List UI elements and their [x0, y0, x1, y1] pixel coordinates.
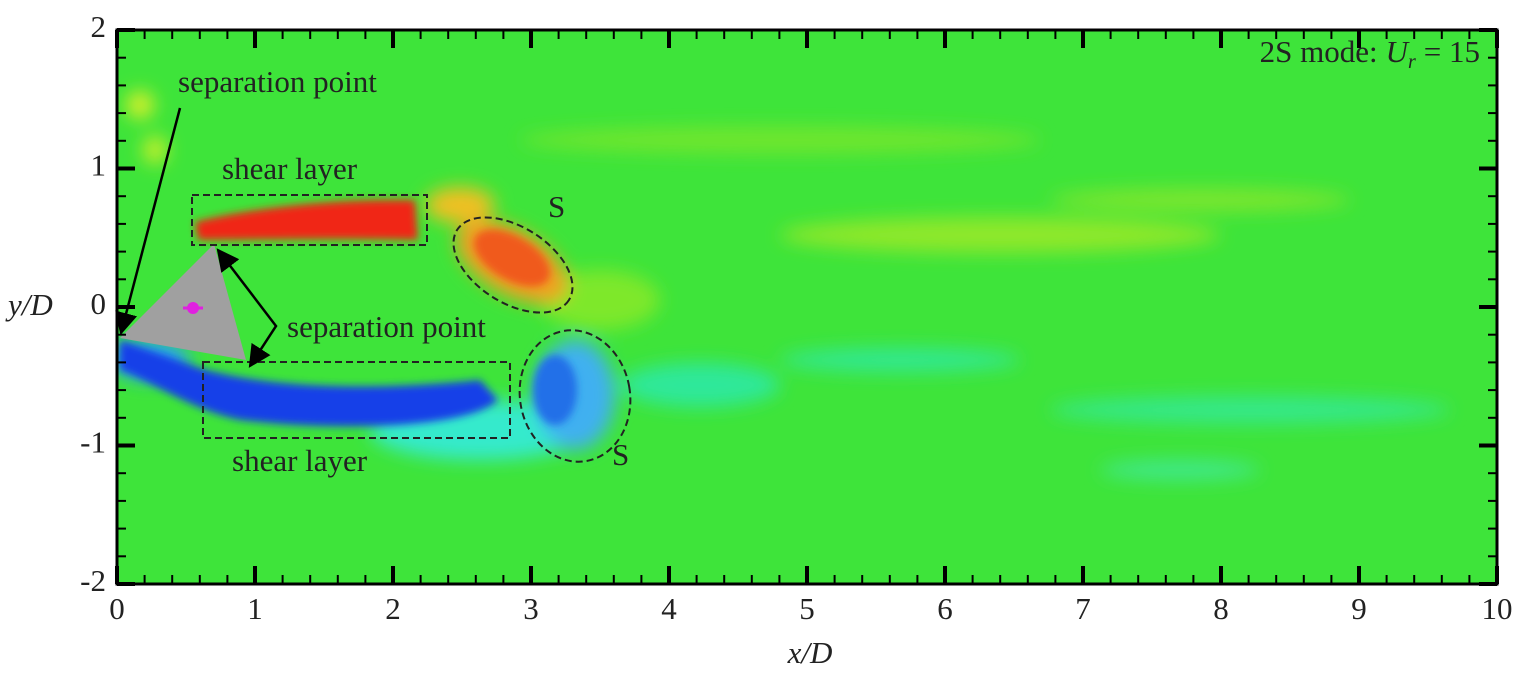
x-tick-label: 1	[247, 591, 263, 626]
x-tick-label: 3	[523, 591, 539, 626]
contour-field	[117, 30, 1497, 584]
annotation: shear layer	[232, 443, 368, 478]
x-axis-label: x/D	[787, 635, 833, 670]
y-tick-label: -1	[80, 425, 106, 460]
y-tick-label: 1	[91, 148, 107, 183]
x-tick-label: 5	[799, 591, 815, 626]
title-prefix: 2S mode:	[1260, 34, 1378, 69]
y-axis-label: y/D	[5, 287, 53, 322]
x-tick-label: 2	[385, 591, 401, 626]
annotation: separation point	[178, 64, 377, 99]
x-tick-label: 9	[1351, 591, 1367, 626]
annotation-shapes	[191, 194, 632, 463]
annotation: shear layer	[222, 151, 358, 186]
x-tick-label: 10	[1482, 591, 1513, 626]
x-tick-label: 4	[661, 591, 677, 626]
x-tick-label: 8	[1213, 591, 1229, 626]
y-tick-label: -2	[80, 563, 106, 598]
y-tick-label: 2	[91, 9, 107, 44]
y-tick-label: 0	[91, 286, 107, 321]
annotation: S	[548, 189, 565, 224]
annotation: separation point	[287, 309, 486, 344]
x-tick-label: 7	[1075, 591, 1091, 626]
title-subscript: r	[1408, 51, 1416, 73]
x-tick-label: 6	[937, 591, 953, 626]
title-suffix: = 15	[1424, 34, 1480, 69]
annotation: S	[612, 437, 629, 472]
chart-title: 2S mode: Ur = 15	[1260, 34, 1480, 72]
x-tick-label: 0	[109, 591, 125, 626]
arrows	[115, 107, 278, 368]
title-symbol: U	[1386, 34, 1411, 69]
